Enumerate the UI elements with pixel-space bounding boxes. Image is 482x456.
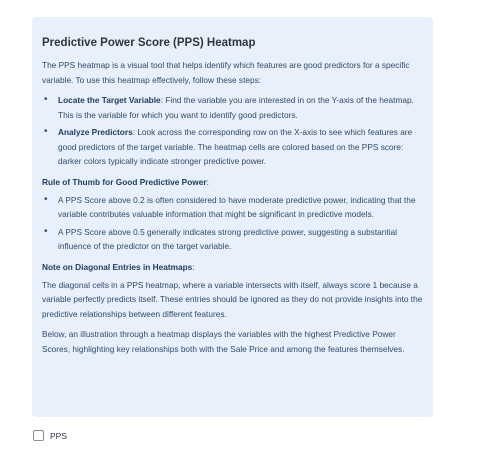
list-item: A PPS Score above 0.5 generally indicate… [42, 225, 423, 254]
intro-text: The PPS heatmap is a visual tool that he… [42, 60, 410, 85]
diagonal-text: The diagonal cells in a PPS heatmap, whe… [42, 279, 423, 319]
info-callout: Predictive Power Score (PPS) Heatmap The… [32, 17, 433, 417]
steps-list: Locate the Target Variable: Find the var… [42, 93, 423, 169]
step-label: Analyze Predictors [58, 127, 133, 137]
list-item: A PPS Score above 0.2 is often considere… [42, 193, 423, 222]
list-item: Locate the Target Variable: Find the var… [42, 93, 423, 122]
pps-checkbox-label[interactable]: PPS [50, 430, 68, 441]
closing-text: Below, an illustration through a heatmap… [42, 329, 405, 354]
diagonal-heading: Note on Diagonal Entries in Heatmaps: [42, 262, 423, 272]
pps-checkbox[interactable] [33, 430, 44, 441]
diagonal-heading-colon: : [192, 261, 195, 272]
rule-heading-bold: Rule of Thumb for Good Predictive Power [42, 176, 207, 187]
rules-list: A PPS Score above 0.2 is often considere… [42, 193, 423, 254]
list-item: Analyze Predictors: Look across the corr… [42, 125, 423, 169]
pps-checkbox-row[interactable]: PPS [33, 430, 67, 441]
step-text: : Look across the corresponding row on t… [58, 127, 413, 166]
rule-heading-colon: : [206, 176, 209, 187]
step-label: Locate the Target Variable [58, 95, 161, 105]
step-text: : Find the variable you are interested i… [58, 95, 414, 120]
diagonal-heading-bold: Note on Diagonal Entries in Heatmaps [42, 261, 193, 272]
rule-heading: Rule of Thumb for Good Predictive Power: [42, 177, 423, 187]
callout-title: Predictive Power Score (PPS) Heatmap [42, 37, 256, 49]
